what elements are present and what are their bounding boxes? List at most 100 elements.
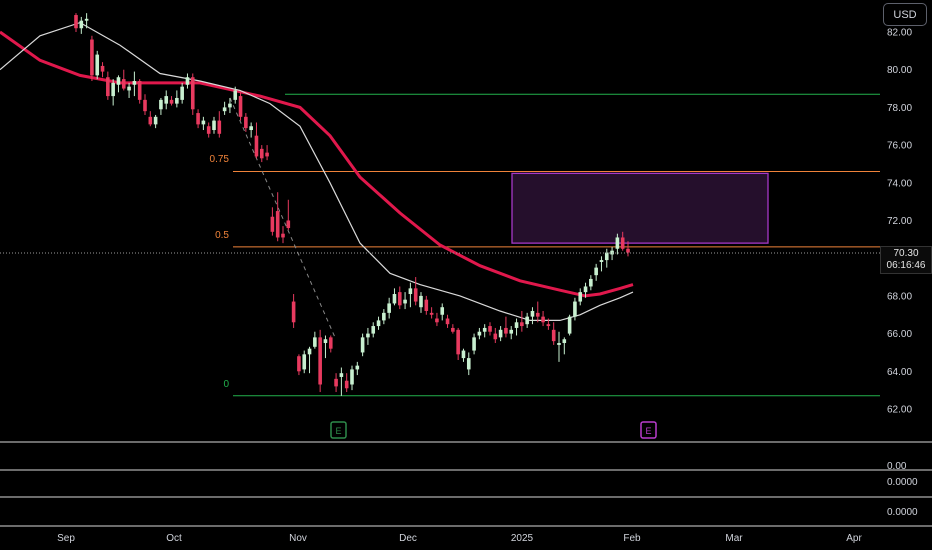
candle bbox=[286, 199, 291, 230]
candle-body bbox=[562, 339, 567, 344]
candle bbox=[164, 90, 169, 110]
candle-body bbox=[403, 299, 407, 304]
candle-body bbox=[360, 337, 365, 353]
candle bbox=[196, 109, 200, 129]
candle-body bbox=[323, 339, 328, 344]
candle bbox=[355, 361, 360, 376]
candle-body bbox=[84, 18, 89, 21]
candle-body bbox=[270, 216, 275, 232]
candle-body bbox=[275, 211, 280, 238]
candle bbox=[514, 318, 519, 336]
candle-body bbox=[249, 126, 253, 131]
currency-button[interactable]: USD bbox=[883, 3, 927, 26]
candle bbox=[482, 324, 487, 338]
candle-body bbox=[180, 86, 184, 100]
candle bbox=[270, 207, 275, 236]
candle bbox=[206, 122, 211, 138]
candle-body bbox=[302, 354, 307, 370]
bar-countdown: 06:16:46 bbox=[886, 260, 926, 271]
last-price-tag: 70.30 06:16:46 bbox=[880, 246, 932, 274]
candle bbox=[249, 122, 253, 138]
candle-body bbox=[313, 337, 317, 347]
candle bbox=[169, 96, 174, 106]
candle-body bbox=[238, 96, 243, 117]
candle bbox=[328, 335, 333, 353]
candle bbox=[90, 35, 94, 82]
candle-body bbox=[259, 148, 264, 159]
candle bbox=[153, 114, 158, 129]
candle-body bbox=[466, 358, 471, 370]
candle bbox=[344, 373, 349, 393]
candle bbox=[307, 346, 312, 374]
candle-body bbox=[328, 337, 333, 349]
time-axis[interactable]: Sep Oct Nov Dec 2025 Feb Mar Apr bbox=[57, 533, 862, 544]
earnings-marker-box bbox=[640, 421, 657, 439]
candle bbox=[297, 354, 301, 376]
candle bbox=[466, 352, 471, 376]
fib-label-075: 0.75 bbox=[210, 154, 230, 165]
candle-body bbox=[148, 116, 153, 125]
candlestick-series bbox=[74, 13, 630, 396]
candle bbox=[477, 327, 482, 340]
candle-body bbox=[482, 327, 487, 332]
x-tick-label: Sep bbox=[57, 533, 75, 544]
candle bbox=[620, 231, 625, 251]
candle-body bbox=[429, 312, 434, 315]
candle bbox=[594, 263, 598, 281]
candle-body bbox=[382, 312, 386, 321]
candle-body bbox=[106, 77, 110, 97]
candle-body bbox=[520, 322, 524, 327]
earnings-marker-label: E bbox=[335, 426, 341, 436]
candle-body bbox=[228, 103, 232, 108]
candle bbox=[445, 314, 450, 328]
candle bbox=[604, 248, 609, 268]
target-zone-box[interactable] bbox=[511, 172, 769, 244]
candle-body bbox=[350, 369, 354, 385]
candle-body bbox=[620, 237, 625, 249]
candle-body bbox=[132, 81, 137, 85]
candle-body bbox=[307, 348, 312, 355]
candle bbox=[238, 92, 243, 121]
candle bbox=[451, 324, 455, 334]
candle bbox=[525, 312, 529, 328]
candle-body bbox=[90, 39, 94, 76]
candle bbox=[435, 312, 439, 327]
candle-body bbox=[567, 316, 572, 334]
candle bbox=[567, 314, 572, 336]
candle-body bbox=[604, 252, 609, 261]
earnings-marker-upcoming[interactable]: E bbox=[640, 421, 657, 439]
y-tick-label: 78.00 bbox=[887, 103, 912, 114]
y-tick-label: 68.00 bbox=[887, 291, 912, 302]
candle bbox=[546, 318, 551, 330]
candle-body bbox=[551, 329, 556, 342]
candle bbox=[413, 277, 418, 306]
candle-body bbox=[254, 135, 259, 157]
candle bbox=[509, 326, 514, 340]
x-tick-label: Mar bbox=[725, 533, 743, 544]
indicator-pane-1-value: 0.00 bbox=[887, 461, 907, 472]
candle bbox=[222, 101, 227, 115]
candle bbox=[217, 111, 222, 138]
candle bbox=[520, 310, 524, 332]
candle bbox=[472, 333, 476, 355]
candle bbox=[318, 329, 322, 393]
candle-body bbox=[143, 99, 147, 112]
candle bbox=[143, 94, 147, 115]
x-tick-label: Apr bbox=[846, 533, 862, 544]
candle bbox=[397, 286, 402, 310]
candle-body bbox=[583, 286, 588, 293]
candle bbox=[366, 327, 370, 345]
candle-body bbox=[488, 326, 492, 332]
candle-body bbox=[376, 320, 381, 327]
candle-body bbox=[589, 278, 593, 287]
candle bbox=[387, 297, 391, 319]
candle-body bbox=[599, 260, 604, 262]
candle-body bbox=[472, 337, 476, 351]
candle bbox=[615, 233, 620, 255]
earnings-marker-past[interactable]: E bbox=[330, 421, 347, 439]
candle bbox=[557, 331, 561, 362]
candle bbox=[111, 79, 115, 106]
candle-body bbox=[159, 99, 163, 110]
candle-body bbox=[626, 248, 630, 253]
